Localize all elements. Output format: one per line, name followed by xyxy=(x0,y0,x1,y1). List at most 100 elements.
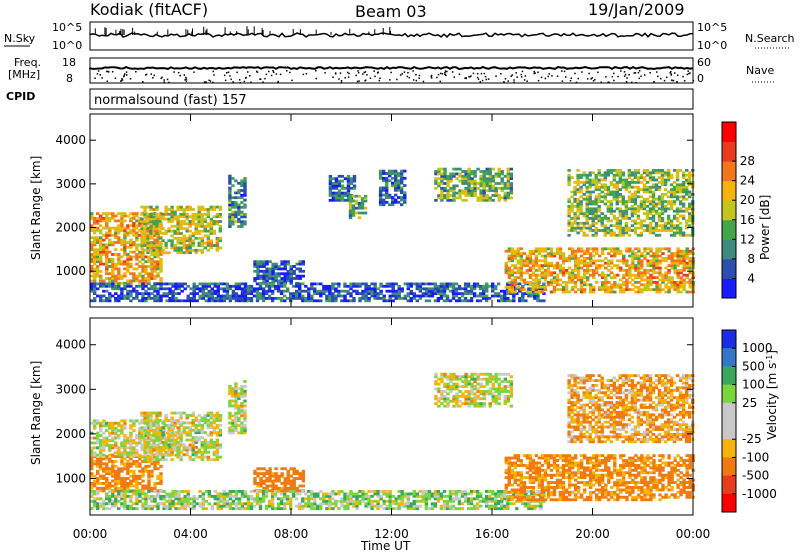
heatmap-cell xyxy=(630,205,635,208)
heatmap-cell xyxy=(218,227,222,231)
heatmap-cell xyxy=(123,248,127,252)
heatmap-cell xyxy=(678,207,683,211)
colorbar-swatch xyxy=(722,278,736,299)
heatmap-cell xyxy=(197,241,201,245)
heatmap-cell xyxy=(256,269,260,273)
heatmap-cell xyxy=(621,229,625,232)
heatmap-cell xyxy=(633,221,638,225)
heatmap-cell xyxy=(158,431,162,435)
heatmap-cell xyxy=(93,451,97,455)
heatmap-cell xyxy=(643,283,647,287)
heatmap-cell xyxy=(164,419,168,422)
heatmap-cell xyxy=(140,414,144,417)
heatmap-cell xyxy=(334,198,339,202)
heatmap-cell xyxy=(286,279,290,283)
heatmap-cell xyxy=(640,273,644,277)
nave-dot xyxy=(570,77,572,79)
nave-dot xyxy=(500,73,502,75)
heatmap-cell xyxy=(228,193,232,197)
heatmap-cell xyxy=(153,482,157,485)
heatmap-cell xyxy=(156,255,160,259)
heatmap-cell xyxy=(108,294,112,298)
heatmap-cell xyxy=(152,431,156,435)
heatmap-cell xyxy=(138,260,142,264)
heatmap-cell xyxy=(105,248,109,252)
nave-tick-top: 60 xyxy=(697,56,711,69)
heatmap-cell xyxy=(206,244,210,247)
heatmap-cell xyxy=(179,458,183,462)
heatmap-cell xyxy=(576,221,580,225)
heatmap-cell xyxy=(218,239,222,243)
heatmap-cell xyxy=(685,249,689,253)
heatmap-cell xyxy=(646,252,650,255)
heatmap-cell xyxy=(400,191,404,195)
heatmap-cell xyxy=(197,419,201,422)
heatmap-cell xyxy=(388,203,392,207)
heatmap-cell xyxy=(156,241,160,244)
heatmap-cell xyxy=(256,265,260,268)
heatmap-cell xyxy=(304,284,308,288)
heatmap-cell xyxy=(378,203,383,207)
heatmap-cell xyxy=(634,257,638,260)
heatmap-cell xyxy=(528,249,533,253)
heatmap-cell xyxy=(510,264,514,267)
heatmap-cell xyxy=(391,169,395,173)
heatmap-cell xyxy=(357,204,362,208)
heatmap-cell xyxy=(552,271,557,275)
heatmap-cell xyxy=(464,179,468,183)
heatmap-cell xyxy=(481,287,486,291)
heatmap-cell xyxy=(135,267,139,271)
heatmap-cell xyxy=(645,200,650,203)
heatmap-cell xyxy=(144,464,148,468)
heatmap-cell xyxy=(277,265,281,268)
heatmap-cell xyxy=(589,285,593,289)
heatmap-cell xyxy=(319,294,323,298)
heatmap-cell xyxy=(129,279,133,283)
heatmap-cell xyxy=(591,233,595,237)
heatmap-cell xyxy=(606,226,610,230)
heatmap-cell xyxy=(400,174,404,178)
heatmap-cell xyxy=(108,439,112,442)
heatmap-cell xyxy=(140,438,144,442)
heatmap-cell xyxy=(639,224,644,228)
heatmap-cell xyxy=(531,259,536,263)
heatmap-cell xyxy=(289,277,293,280)
heatmap-cell xyxy=(194,453,198,457)
nsky-tick-bottom: 10^0 xyxy=(52,39,82,52)
heatmap-cell xyxy=(108,431,112,435)
heatmap-cell xyxy=(679,285,683,289)
heatmap-cell xyxy=(176,227,180,231)
heatmap-cell xyxy=(203,455,207,459)
heatmap-cell xyxy=(433,292,438,295)
heatmap-cell xyxy=(621,233,625,237)
heatmap-cell xyxy=(111,462,115,466)
heatmap-cell xyxy=(105,224,109,228)
nave-dot xyxy=(620,70,622,72)
nave-dot xyxy=(513,81,515,83)
heatmap-cell xyxy=(681,209,686,213)
heatmap-cell xyxy=(655,252,659,255)
nave-dot xyxy=(548,73,550,75)
heatmap-cell xyxy=(633,197,638,201)
heatmap-cell xyxy=(349,177,354,181)
heatmap-cell xyxy=(612,169,616,172)
heatmap-cell xyxy=(652,252,656,255)
heatmap-cell xyxy=(129,212,133,215)
heatmap-cell xyxy=(443,189,447,193)
heatmap-cell xyxy=(188,426,192,430)
heatmap-cell xyxy=(120,292,124,295)
heatmap-cell xyxy=(123,457,127,461)
heatmap-cell xyxy=(367,289,371,293)
heatmap-cell xyxy=(531,271,536,275)
heatmap-cell xyxy=(90,472,94,476)
heatmap-cell xyxy=(141,262,145,266)
heatmap-cell xyxy=(597,181,601,184)
heatmap-cell xyxy=(531,273,536,277)
heatmap-cell xyxy=(449,189,453,193)
heatmap-cell xyxy=(606,171,610,175)
heatmap-cell xyxy=(150,474,154,478)
heatmap-cell xyxy=(583,249,587,253)
heatmap-cell xyxy=(212,421,216,425)
heatmap-cell xyxy=(648,207,653,211)
heatmap-cell xyxy=(200,241,204,245)
